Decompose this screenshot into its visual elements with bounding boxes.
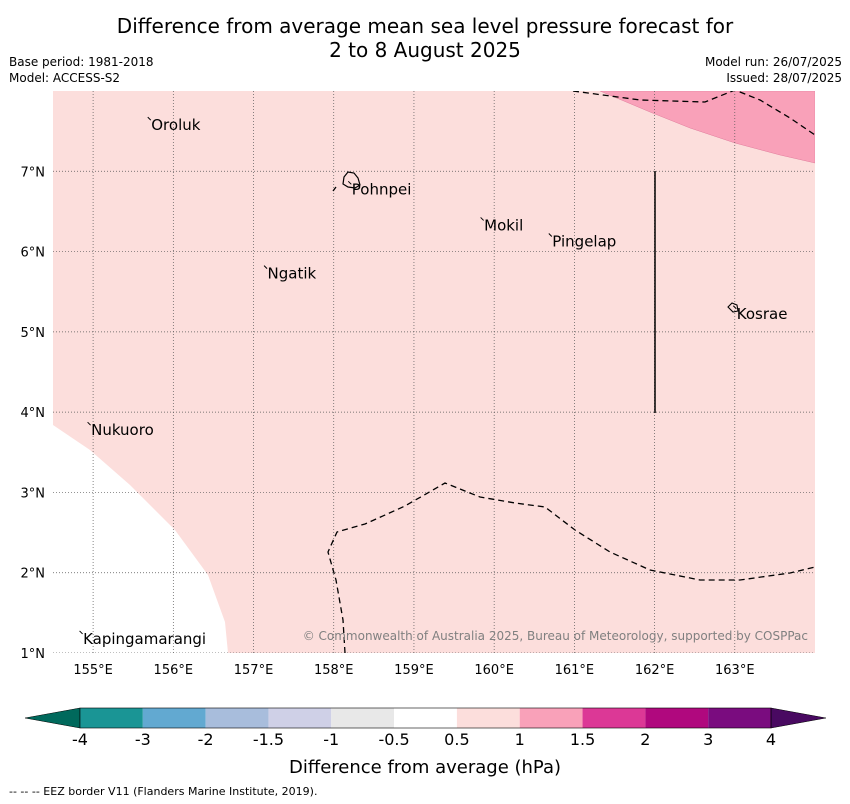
issued-label: Issued: 28/07/2025 xyxy=(726,71,842,85)
anomaly-medium-region xyxy=(599,91,815,164)
place-label: Kosrae xyxy=(737,305,788,323)
place-marker xyxy=(263,265,268,269)
colorbar-title: Difference from average (hPa) xyxy=(289,757,561,778)
colorbar-tick-label: 4 xyxy=(766,730,776,749)
lat-tick-label: 6°N xyxy=(21,246,46,261)
colorbar-segment xyxy=(268,708,332,728)
colorbar-outline xyxy=(79,707,772,729)
base-period-label: Base period: 1981-2018 xyxy=(9,55,154,69)
colorbar-extend-high xyxy=(770,707,827,729)
place-marker xyxy=(548,233,553,237)
place-marker xyxy=(87,421,91,426)
chart-title-line2: 2 to 8 August 2025 xyxy=(329,38,521,62)
place-marker xyxy=(732,305,737,310)
colorbar-segment xyxy=(80,708,143,728)
lat-tick-label: 3°N xyxy=(21,486,46,501)
model-label: Model: ACCESS-S2 xyxy=(9,71,121,85)
colorbar-tick-label: -3 xyxy=(135,730,151,749)
lon-tick-label: 158°E xyxy=(314,663,354,678)
lon-tick-label: 159°E xyxy=(394,663,434,678)
lon-tick-label: 163°E xyxy=(715,663,755,678)
place-label: Oroluk xyxy=(151,116,200,134)
colorbar-tick-label: -4 xyxy=(72,730,88,749)
colorbar-segment xyxy=(142,708,206,728)
copyright-notice: © Commonwealth of Australia 2025, Bureau… xyxy=(303,629,808,643)
colorbar-tick-label: 1 xyxy=(515,730,525,749)
lon-tick-label: 160°E xyxy=(474,663,514,678)
pohnpei-island-outline xyxy=(342,171,361,189)
colorbar-ticks: -4 -3 -2 -1.5 -1 -0.5 0.5 1 1.5 2 3 4 xyxy=(72,730,776,749)
colorbar-segment xyxy=(582,708,646,728)
lat-tick-label: 1°N xyxy=(21,647,46,662)
lon-tick-label: 161°E xyxy=(555,663,595,678)
place-label: Pingelap xyxy=(552,233,616,251)
place-label: Pohnpei xyxy=(352,180,412,198)
model-run-label: Model run: 26/07/2025 xyxy=(704,55,842,69)
colorbar-tick-label: -1.5 xyxy=(253,730,284,749)
place-marker xyxy=(347,180,352,185)
colorbar-tick-label: -0.5 xyxy=(378,730,409,749)
place-marker xyxy=(147,116,152,121)
place-label: Ngatik xyxy=(268,265,317,283)
place-label: Kapingamarangi xyxy=(83,630,206,648)
colorbar-tick-label: 3 xyxy=(703,730,713,749)
colorbar-segment xyxy=(519,708,583,728)
colorbar-segments xyxy=(24,707,827,729)
colorbar-tick-label: 1.5 xyxy=(570,730,595,749)
place-label: Nukuoro xyxy=(91,421,154,439)
colorbar-tick-label: -1 xyxy=(323,730,339,749)
lat-tick-label: 5°N xyxy=(21,326,46,341)
gridlines xyxy=(53,91,815,653)
colorbar-segment xyxy=(645,708,709,728)
chart-title-line1: Difference from average mean sea level p… xyxy=(116,14,734,38)
colorbar-extend-low xyxy=(24,707,81,729)
lon-tick-label: 155°E xyxy=(73,663,113,678)
colorbar-tick-label: 0.5 xyxy=(444,730,469,749)
place-markers xyxy=(79,116,737,635)
map-panel: Oroluk Pohnpei Mokil Pingelap Ngatik Kosrae Nu… xyxy=(21,91,815,678)
eez-border-pohnpei-stub xyxy=(332,186,337,192)
axis-labels: 155°E 156°E 157°E 158°E 159°E 160°E 161°E 162°E… xyxy=(21,165,755,678)
lat-tick-label: 4°N xyxy=(21,406,46,421)
lon-tick-label: 157°E xyxy=(234,663,274,678)
anomaly-light-region xyxy=(53,91,815,653)
colorbar-segment xyxy=(708,708,771,728)
lon-tick-label: 162°E xyxy=(635,663,675,678)
colorbar-tick-label: 2 xyxy=(640,730,650,749)
kosrae-island-outline xyxy=(727,302,739,313)
colorbar-segment xyxy=(394,708,457,728)
lat-tick-label: 2°N xyxy=(21,567,46,582)
colorbar-segment xyxy=(456,708,520,728)
colorbar-segment xyxy=(205,708,269,728)
colorbar-segment xyxy=(331,708,395,728)
place-marker xyxy=(79,630,83,635)
eez-source-footnote: -- -- -- EEZ border V11 (Flanders Marine… xyxy=(9,785,318,798)
lon-tick-label: 156°E xyxy=(154,663,194,678)
place-label: Mokil xyxy=(484,216,523,234)
colorbar-tick-label: -2 xyxy=(198,730,214,749)
place-marker xyxy=(480,217,484,221)
place-labels: Oroluk Pohnpei Mokil Pingelap Ngatik Kosrae Nu… xyxy=(83,116,787,648)
lat-tick-label: 7°N xyxy=(21,165,46,180)
colorbar: -4 -3 -2 -1.5 -1 -0.5 0.5 1 1.5 2 3 4 Difference fr… xyxy=(24,707,827,778)
